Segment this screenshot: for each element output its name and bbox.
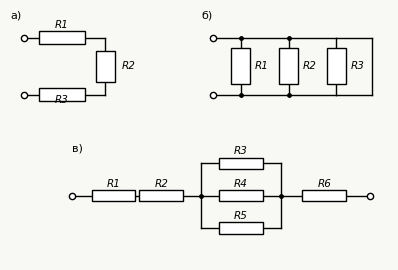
Text: R3: R3 bbox=[234, 146, 248, 156]
Bar bbox=[219, 222, 263, 234]
Text: R3: R3 bbox=[351, 61, 365, 71]
Text: R2: R2 bbox=[303, 61, 317, 71]
Text: R1: R1 bbox=[55, 20, 68, 30]
Text: R5: R5 bbox=[234, 211, 248, 221]
Text: R1: R1 bbox=[107, 179, 120, 189]
Text: R4: R4 bbox=[234, 179, 248, 189]
Bar bbox=[39, 31, 85, 44]
Text: R2: R2 bbox=[122, 61, 136, 71]
Text: R1: R1 bbox=[255, 61, 269, 71]
Bar bbox=[39, 88, 85, 101]
Text: R2: R2 bbox=[154, 179, 168, 189]
Text: в): в) bbox=[72, 143, 82, 153]
Bar bbox=[219, 158, 263, 169]
Text: R6: R6 bbox=[318, 179, 331, 189]
Bar bbox=[139, 190, 183, 201]
Bar bbox=[96, 51, 115, 82]
Bar bbox=[231, 48, 250, 84]
Text: б): б) bbox=[201, 11, 212, 21]
Bar bbox=[219, 190, 263, 201]
Bar bbox=[279, 48, 298, 84]
Text: а): а) bbox=[10, 11, 21, 21]
Bar bbox=[302, 190, 346, 201]
Text: R3: R3 bbox=[55, 95, 68, 105]
Bar bbox=[92, 190, 135, 201]
Bar bbox=[327, 48, 346, 84]
